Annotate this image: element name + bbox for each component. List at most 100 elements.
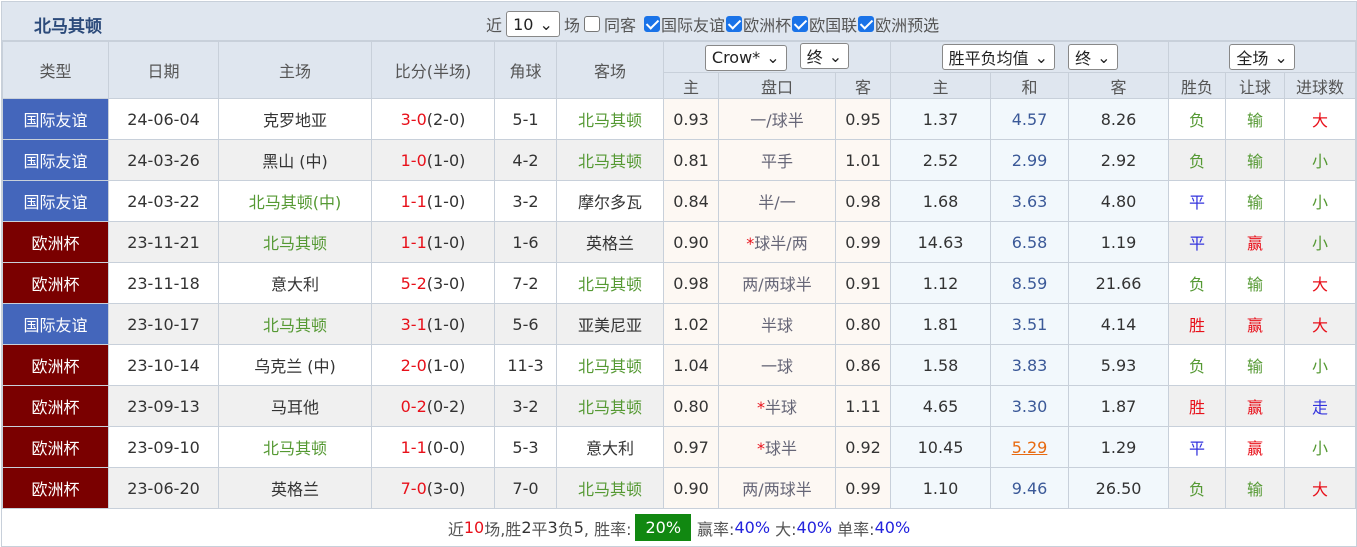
handicap-away-odds: 1.01 (834, 139, 892, 181)
handicap-home-odds: 1.02 (663, 303, 719, 345)
match-type[interactable]: 国际友谊 (2, 139, 109, 181)
handicap-result: 输 (1225, 98, 1286, 140)
table-row[interactable]: 国际友谊 24-06-04 克罗地亚 3-0(2-0) 5-1 北马其顿 0.9… (2, 98, 1356, 140)
table-row[interactable]: 欧洲杯 23-06-20 英格兰 7-0(3-0) 7-0 北马其顿 0.90 … (2, 467, 1356, 509)
match-type[interactable]: 欧洲杯 (2, 385, 109, 427)
home-team[interactable]: 北马其顿(中) (218, 180, 372, 222)
draw-odds-value[interactable]: 5.29 (1011, 437, 1048, 457)
match-date: 23-06-20 (108, 467, 219, 509)
match-count-select[interactable]: 10 ⌄ (506, 11, 561, 37)
match-type[interactable]: 国际友谊 (2, 180, 109, 222)
handicap-home-odds: 0.98 (663, 262, 719, 304)
score[interactable]: 1-0(1-0) (371, 139, 495, 181)
score[interactable]: 1-1(1-0) (371, 221, 495, 263)
match-type[interactable]: 国际友谊 (2, 98, 109, 140)
home-team[interactable]: 乌克兰 (中) (218, 344, 372, 386)
table-row[interactable]: 欧洲杯 23-09-10 北马其顿 1-1(0-0) 5-3 意大利 0.97 … (2, 426, 1356, 468)
star-mark: * (756, 439, 765, 458)
away-win-odds: 2.92 (1068, 139, 1170, 181)
match-type[interactable]: 欧洲杯 (2, 426, 109, 468)
match-type[interactable]: 国际友谊 (2, 303, 109, 345)
score[interactable]: 1-1(0-0) (371, 426, 495, 468)
away-team[interactable]: 北马其顿 (556, 262, 664, 304)
corner: 4-2 (494, 139, 557, 181)
league-checkbox[interactable] (858, 16, 875, 32)
table-row[interactable]: 欧洲杯 23-11-18 意大利 5-2(3-0) 7-2 北马其顿 0.98 … (2, 262, 1356, 304)
avg-select[interactable]: 胜平负均值 ⌄ (941, 44, 1055, 70)
half-score: (0-0) (426, 437, 466, 457)
league-checkbox[interactable] (644, 16, 661, 32)
full-score: 1-1 (400, 437, 427, 457)
full-score: 1-1 (400, 232, 427, 252)
home-team[interactable]: 北马其顿 (218, 426, 372, 468)
handicap-home-odds: 1.04 (663, 344, 719, 386)
away-team[interactable]: 英格兰 (556, 221, 664, 263)
match-type[interactable]: 欧洲杯 (2, 221, 109, 263)
home-team[interactable]: 北马其顿 (218, 221, 372, 263)
league-checkbox[interactable] (792, 16, 809, 32)
draw-odds: 3.51 (990, 303, 1070, 345)
summary-text: 场,胜 (484, 519, 522, 539)
match-type[interactable]: 欧洲杯 (2, 467, 109, 509)
result-header: 全场 ⌄ (1168, 41, 1356, 73)
match-type[interactable]: 欧洲杯 (2, 262, 109, 304)
company-select[interactable]: Crow* ⌄ (704, 44, 787, 71)
score[interactable]: 7-0(3-0) (371, 467, 495, 509)
table-row[interactable]: 国际友谊 23-10-17 北马其顿 3-1(1-0) 5-6 亚美尼亚 1.0… (2, 303, 1356, 345)
match-type[interactable]: 欧洲杯 (2, 344, 109, 386)
league-checkbox[interactable] (726, 16, 743, 32)
final-select-1[interactable]: 终 ⌄ (799, 43, 850, 70)
over-under-result: 小 (1284, 344, 1356, 386)
away-team[interactable]: 北马其顿 (556, 344, 664, 386)
home-team[interactable]: 马耳他 (218, 385, 372, 427)
handicap-value: 球半 (764, 439, 797, 458)
same-home-checkbox[interactable] (584, 16, 601, 32)
away-team[interactable]: 北马其顿 (556, 98, 664, 140)
match-date: 23-11-21 (108, 221, 219, 263)
away-team[interactable]: 摩尔多瓦 (556, 180, 664, 222)
over-under-result: 大 (1284, 98, 1356, 140)
corner: 3-2 (494, 385, 557, 427)
final-select-2[interactable]: 终 ⌄ (1068, 44, 1118, 70)
summary-text: 大: (775, 519, 797, 539)
table-row[interactable]: 欧洲杯 23-10-14 乌克兰 (中) 2-0(1-0) 11-3 北马其顿 … (2, 344, 1356, 386)
table-row[interactable]: 欧洲杯 23-11-21 北马其顿 1-1(1-0) 1-6 英格兰 0.90 … (2, 221, 1356, 263)
away-win-odds: 8.26 (1068, 98, 1170, 140)
home-win-odds: 1.12 (890, 262, 992, 304)
col-away: 客场 (556, 41, 664, 99)
score[interactable]: 2-0(1-0) (371, 344, 495, 386)
score[interactable]: 3-1(1-0) (371, 303, 495, 345)
scope-select[interactable]: 全场 ⌄ (1229, 44, 1295, 70)
away-team[interactable]: 亚美尼亚 (556, 303, 664, 345)
summary-text: 单率: (837, 519, 875, 539)
home-team[interactable]: 黑山 (中) (218, 139, 372, 181)
away-team[interactable]: 意大利 (556, 426, 664, 468)
table-row[interactable]: 国际友谊 24-03-22 北马其顿(中) 1-1(1-0) 3-2 摩尔多瓦 … (2, 180, 1356, 222)
win-loss-result: 负 (1168, 262, 1227, 304)
away-team[interactable]: 北马其顿 (556, 467, 664, 509)
win-loss-result: 负 (1168, 139, 1227, 181)
away-team[interactable]: 北马其顿 (556, 385, 664, 427)
handicap-line: *半球 (718, 385, 836, 427)
chevron-down-icon: ⌄ (1274, 47, 1288, 67)
table-row[interactable]: 欧洲杯 23-09-13 马耳他 0-2(0-2) 3-2 北马其顿 0.80 … (2, 385, 1356, 427)
handicap-home-odds: 0.90 (663, 467, 719, 509)
home-team[interactable]: 克罗地亚 (218, 98, 372, 140)
chevron-down-icon: ⌄ (539, 14, 553, 34)
score[interactable]: 5-2(3-0) (371, 262, 495, 304)
handicap-home-odds: 0.93 (663, 98, 719, 140)
subcol-header: 主 (890, 72, 992, 99)
score[interactable]: 1-1(1-0) (371, 180, 495, 222)
handicap-result: 赢 (1225, 303, 1286, 345)
handicap-home-odds: 0.97 (663, 426, 719, 468)
half-score: (1-0) (426, 150, 466, 170)
home-team[interactable]: 意大利 (218, 262, 372, 304)
score[interactable]: 3-0(2-0) (371, 98, 495, 140)
home-team[interactable]: 英格兰 (218, 467, 372, 509)
away-team[interactable]: 北马其顿 (556, 139, 664, 181)
table-row[interactable]: 国际友谊 24-03-26 黑山 (中) 1-0(1-0) 4-2 北马其顿 0… (2, 139, 1356, 181)
match-date: 23-11-18 (108, 262, 219, 304)
home-team[interactable]: 北马其顿 (218, 303, 372, 345)
handicap-away-odds: 0.86 (834, 344, 892, 386)
score[interactable]: 0-2(0-2) (371, 385, 495, 427)
